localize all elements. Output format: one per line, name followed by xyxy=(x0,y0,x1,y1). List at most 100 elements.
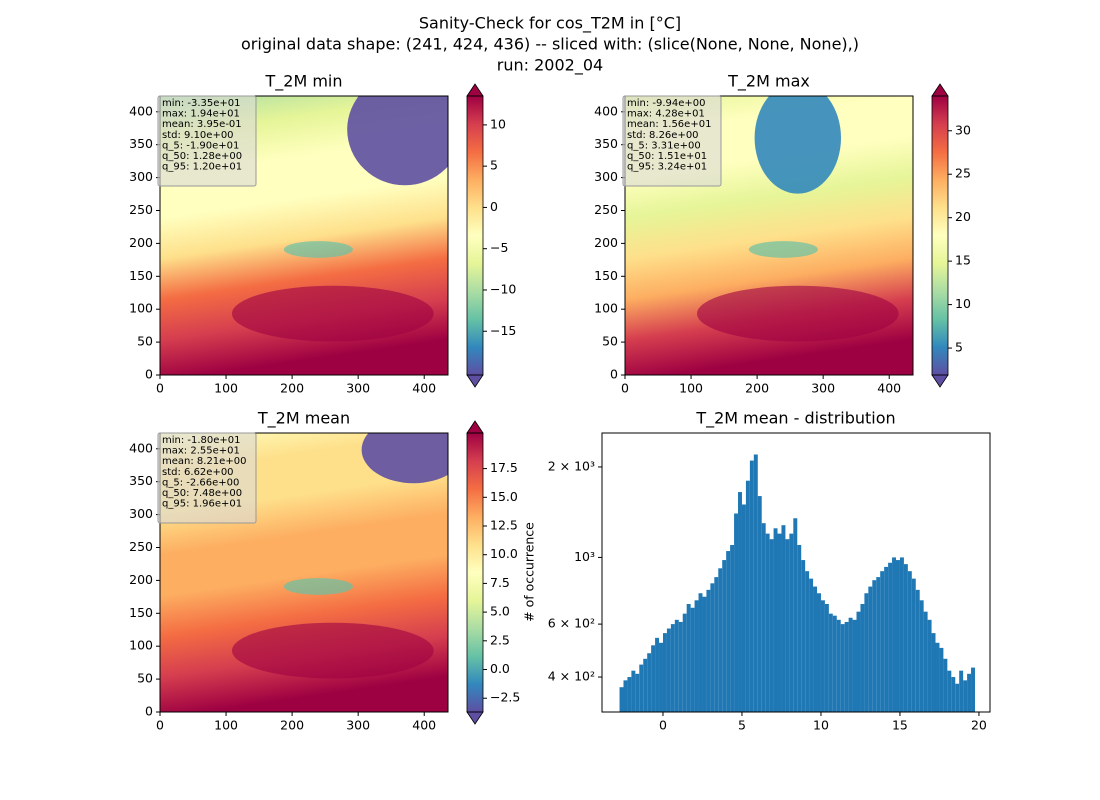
figure-subtitle: original data shape: (241, 424, 436) -- … xyxy=(241,35,859,54)
histogram-bar xyxy=(789,533,794,712)
colorbar-tick-label: 20 xyxy=(955,209,971,224)
stats-text: mean: 3.95e-01 xyxy=(162,119,242,130)
colorbar-frame xyxy=(466,95,484,376)
histogram-bar xyxy=(635,673,640,712)
y-tick-label: 300 xyxy=(129,506,153,521)
panel-title: T_2M max xyxy=(727,72,810,92)
histogram-bar xyxy=(907,571,912,712)
figure-title: Sanity-Check for cos_T2M in [°C] xyxy=(419,14,681,34)
colorbar-tick-label: 10.0 xyxy=(490,546,518,561)
colorbar xyxy=(467,96,483,375)
y-tick-label: 4 × 10² xyxy=(548,669,595,684)
stats-text: std: 6.62e+00 xyxy=(162,467,234,478)
x-tick-label: 300 xyxy=(346,381,370,396)
colorbar-tick-label: 0.0 xyxy=(490,661,510,676)
stats-text: min: -1.80e+01 xyxy=(162,435,241,446)
histogram-bar xyxy=(868,586,873,712)
histogram-bar xyxy=(765,533,770,712)
histogram-bar xyxy=(888,562,893,712)
colorbar-tick-label: −15 xyxy=(490,323,516,338)
x-tick-label: 0 xyxy=(659,718,667,733)
histogram-bar xyxy=(785,539,790,712)
histogram-bar xyxy=(706,589,711,712)
stats-text: q_5: -1.90e+01 xyxy=(162,140,239,151)
stats-text: min: -3.35e+01 xyxy=(162,98,241,109)
colorbar-tick-label: 5.0 xyxy=(490,604,510,619)
histogram-bar xyxy=(824,603,829,712)
histogram-bar xyxy=(655,637,660,712)
histogram-bar xyxy=(809,578,814,712)
colorbar-tick-label: −10 xyxy=(490,281,516,296)
stats-text: max: 2.55e+01 xyxy=(162,446,240,457)
stats-text: q_50: 1.51e+01 xyxy=(627,151,707,162)
stats-text: std: 8.26e+00 xyxy=(627,130,699,141)
x-tick-label: 300 xyxy=(346,718,370,733)
y-tick-label: 250 xyxy=(129,202,153,217)
colorbar xyxy=(932,96,948,375)
histogram-bar xyxy=(718,568,723,712)
histogram-bar xyxy=(951,677,956,712)
stats-text: q_5: 3.31e+00 xyxy=(627,140,701,151)
histogram-bar xyxy=(773,528,778,712)
histogram-bar xyxy=(884,566,889,712)
histogram-bar xyxy=(714,577,719,712)
histogram-bar xyxy=(702,596,707,712)
histogram-bar xyxy=(670,624,675,712)
histogram-bar xyxy=(919,600,924,712)
histogram-bar xyxy=(730,544,735,712)
y-tick-label: 400 xyxy=(129,440,153,455)
histogram-bar xyxy=(880,571,885,712)
colorbar-frame xyxy=(931,95,949,376)
x-tick-label: 200 xyxy=(280,381,304,396)
histogram-bar xyxy=(647,653,652,712)
x-tick-label: 200 xyxy=(745,381,769,396)
panel-title: T_2M mean xyxy=(257,409,350,429)
histogram-bar xyxy=(813,586,818,712)
histogram-bar xyxy=(734,513,739,712)
histogram-bar xyxy=(686,603,691,712)
histogram-bar xyxy=(896,560,900,712)
y-tick-label: 350 xyxy=(594,136,618,151)
histogram-bar xyxy=(781,525,786,712)
histogram-bar xyxy=(915,589,920,712)
histogram-bar xyxy=(892,557,897,712)
histogram-bar xyxy=(801,560,806,712)
histogram-bar xyxy=(903,564,908,712)
x-tick-label: 0 xyxy=(621,381,629,396)
plot-frame xyxy=(159,95,449,376)
histogram-bar xyxy=(643,658,648,712)
histogram-bar xyxy=(631,670,636,712)
colorbar-tick-label: 15 xyxy=(955,253,971,268)
histogram-bar xyxy=(805,571,810,712)
histogram-bar xyxy=(722,560,727,712)
histogram-bar xyxy=(963,680,968,712)
histogram-bar xyxy=(777,533,782,712)
colorbar-tick-label: 2.5 xyxy=(490,632,510,647)
histogram-bar xyxy=(955,683,960,712)
x-tick-label: 200 xyxy=(280,718,304,733)
colorbar-tick-label: 15.0 xyxy=(490,489,518,504)
histogram-bar xyxy=(662,633,667,712)
map-region xyxy=(231,622,434,679)
histogram-bar xyxy=(761,523,766,712)
y-tick-label: 6 × 10² xyxy=(548,616,595,631)
colorbar-frame xyxy=(466,432,484,713)
histogram-bar xyxy=(623,680,628,712)
histogram-bar xyxy=(848,617,853,712)
histogram-bar xyxy=(793,518,798,712)
histogram-bar xyxy=(639,664,644,712)
histogram-bar xyxy=(923,611,928,712)
map-region xyxy=(361,433,448,484)
map-region xyxy=(754,96,841,194)
map-region xyxy=(231,285,434,342)
histogram-bar xyxy=(666,628,671,712)
y-tick-label: 200 xyxy=(594,235,618,250)
histogram-bar xyxy=(627,677,632,712)
map-region xyxy=(283,241,353,258)
y-tick-label: 250 xyxy=(594,202,618,217)
stats-text: q_50: 1.28e+00 xyxy=(162,151,242,162)
colorbar-tick-label: −5 xyxy=(490,240,508,255)
y-tick-label: 100 xyxy=(129,638,153,653)
y-tick-label: 400 xyxy=(129,103,153,118)
histogram-bar xyxy=(726,551,731,712)
